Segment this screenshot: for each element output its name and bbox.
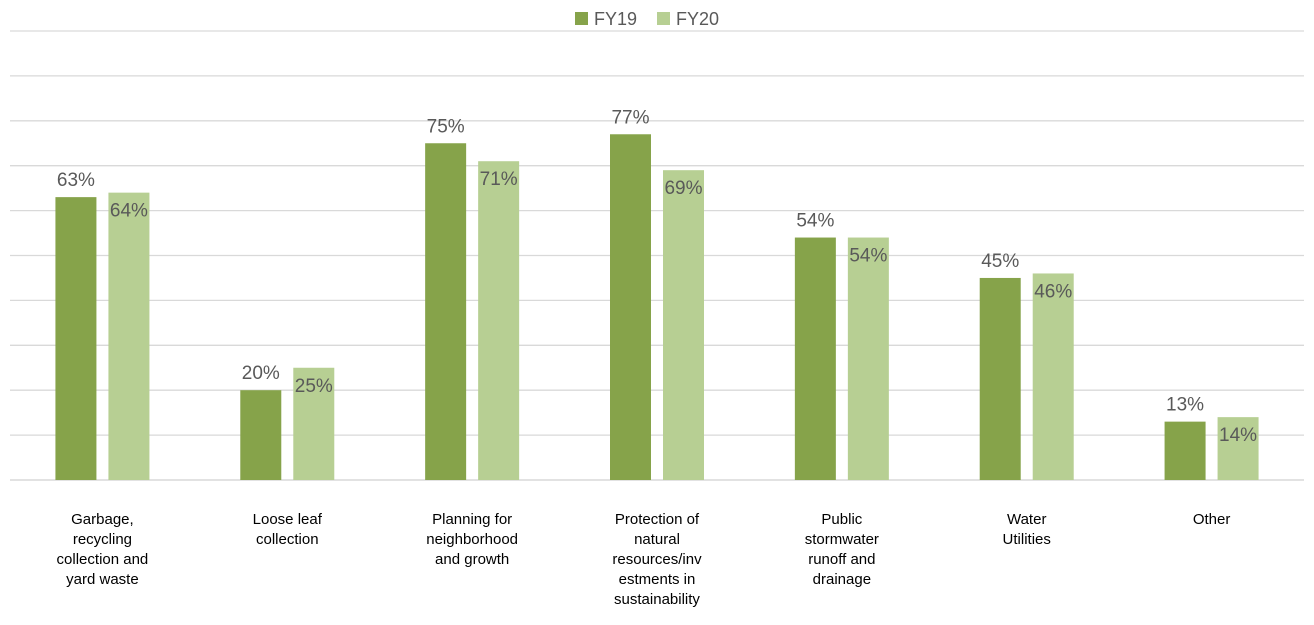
gridlines [10, 30, 1304, 481]
data-label-fy20-2: 71% [480, 169, 518, 190]
legend: FY19 FY20 [575, 9, 719, 29]
bars-layer [55, 134, 1259, 480]
data-labels-layer: 63% 64% 20% 25% 75% 71% 77% 69% 54% 54% 45% 46% 13% 1… [57, 107, 1257, 446]
bar-fy20-0 [108, 192, 150, 480]
bar-fy19-2 [425, 143, 467, 480]
category-labels-layer: Garbage, recycling collection and yard wast… [57, 511, 1231, 608]
data-label-fy20-1: 25% [295, 376, 333, 397]
data-label-fy19-1: 20% [242, 363, 280, 384]
data-label-fy19-5: 45% [981, 251, 1019, 272]
bar-fy19-6 [1164, 421, 1206, 480]
data-label-fy20-0: 64% [110, 201, 148, 222]
data-label-fy19-0: 63% [57, 170, 95, 191]
bar-fy20-1 [293, 367, 335, 480]
data-label-fy19-3: 77% [611, 107, 649, 128]
category-label-1: Loose leaf collection [253, 511, 323, 548]
legend-label-fy19: FY19 [594, 9, 637, 29]
bar-fy20-5 [1032, 273, 1074, 480]
data-label-fy20-5: 46% [1034, 281, 1072, 302]
bar-fy19-3 [610, 134, 651, 480]
legend-swatch-fy20 [657, 12, 670, 25]
category-label-3: Protection of natural resources/inv estment… [612, 511, 702, 608]
bar-fy20-2 [478, 161, 520, 480]
data-label-fy19-2: 75% [427, 116, 465, 137]
category-label-4: Public stormwater runoff and drainage [805, 511, 879, 588]
bar-fy19-1 [240, 390, 282, 480]
category-label-2: Planning for neighborhood and growth [426, 511, 518, 568]
bar-fy19-5 [979, 277, 1021, 480]
bar-fy19-0 [55, 197, 97, 480]
category-label-5: Water Utilities [1003, 511, 1051, 548]
data-label-fy19-4: 54% [796, 211, 834, 232]
category-label-0: Garbage, recycling collection and yard wast… [57, 511, 149, 588]
bar-fy20-4 [847, 237, 889, 480]
data-label-fy20-6: 14% [1219, 425, 1257, 446]
data-label-fy20-3: 69% [664, 178, 702, 199]
data-label-fy20-4: 54% [849, 246, 887, 267]
bar-fy19-4 [794, 237, 836, 480]
legend-label-fy20: FY20 [676, 9, 719, 29]
bar-fy20-3 [663, 170, 704, 480]
legend-swatch-fy19 [575, 12, 588, 25]
bar-fy20-6 [1217, 417, 1259, 480]
category-label-6: Other [1193, 511, 1231, 528]
data-label-fy19-6: 13% [1166, 395, 1204, 416]
